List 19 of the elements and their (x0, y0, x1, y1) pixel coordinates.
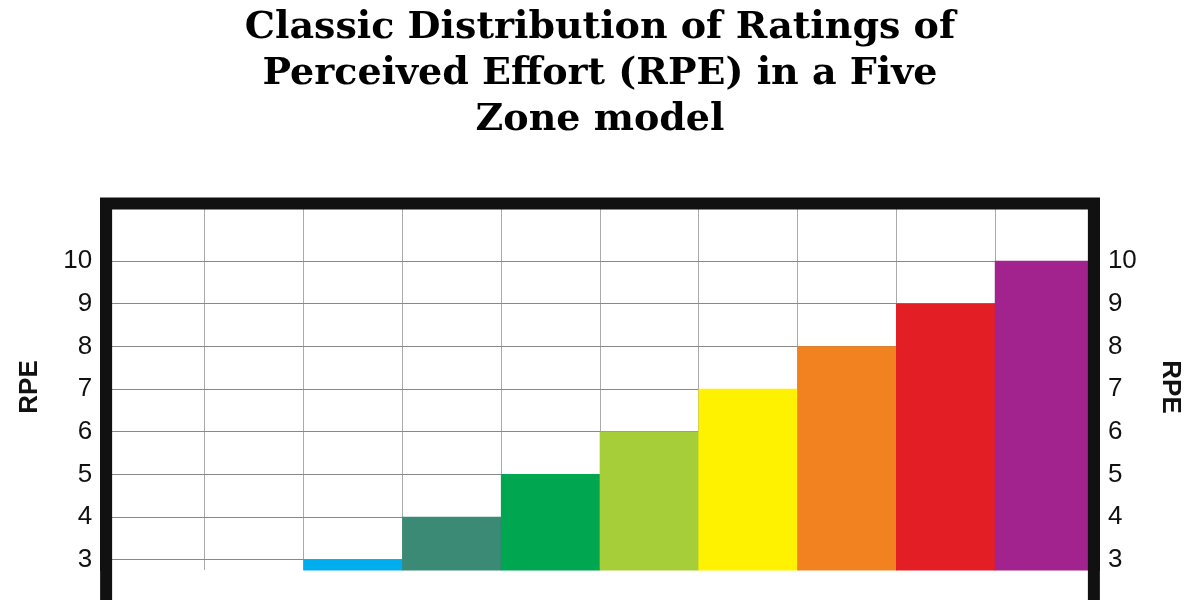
y2-tick-label: 5 (1107, 457, 1123, 488)
chart-title: Classic Distribution of Ratings of Perceived Effort (RPE) in a Five Zone model (243, 1, 959, 141)
y2-tick-label: 7 (1107, 372, 1123, 403)
y2-tick-label: 6 (1107, 414, 1123, 445)
y-tick-label: 10 (63, 244, 93, 275)
y2-tick-label: 10 (1107, 244, 1137, 275)
y2-axis-title: RPE (1157, 360, 1188, 414)
y-axis-title: RPE (12, 360, 43, 414)
y-tick-label: 8 (77, 329, 93, 360)
y-tick-label: 6 (77, 414, 93, 445)
y-tick-label: 3 (77, 542, 93, 573)
y-tick-label: 5 (77, 457, 93, 488)
y2-tick-label: 9 (1107, 287, 1123, 317)
y2-tick-label: 3 (1107, 542, 1123, 573)
y-tick-label: 7 (77, 372, 93, 403)
y-tick-label: 9 (77, 287, 93, 317)
y2-tick-label: 8 (1107, 329, 1123, 360)
y2-tick-label: 4 (1107, 500, 1123, 531)
y-tick-label: 4 (77, 500, 93, 531)
